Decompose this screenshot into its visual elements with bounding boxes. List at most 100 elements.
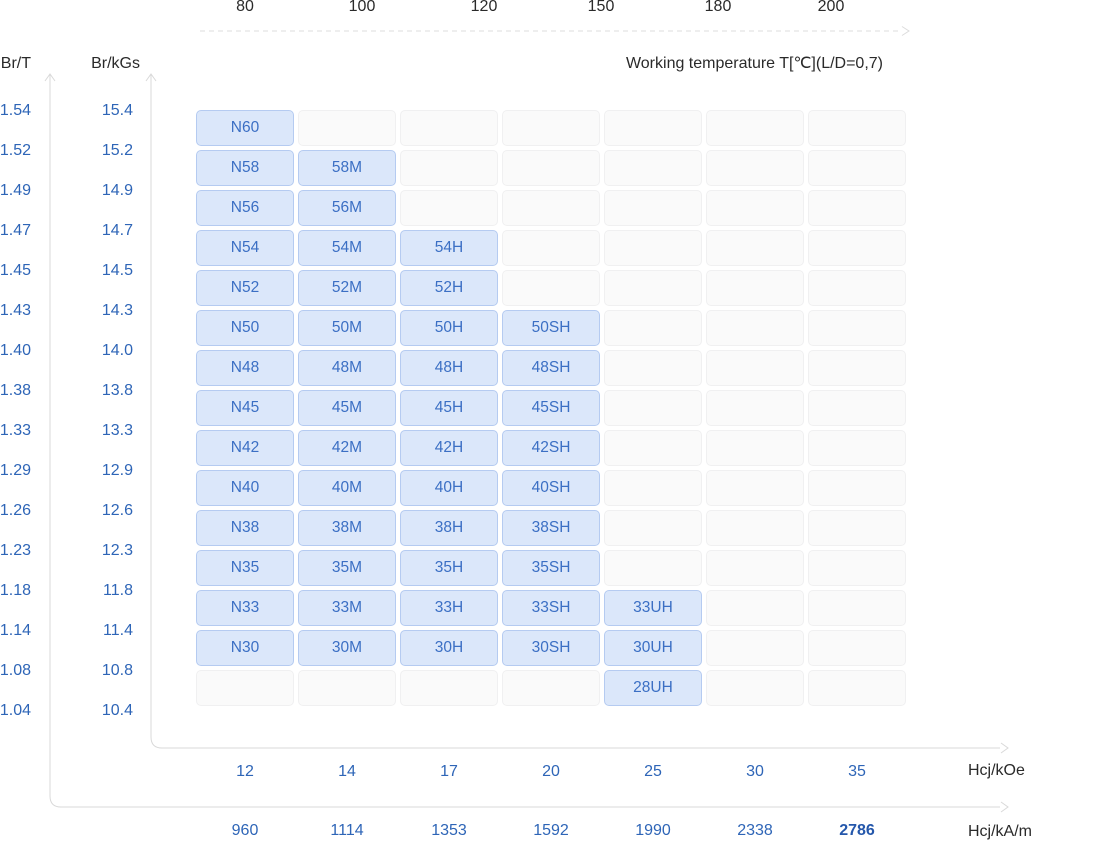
grade-cell-N60[interactable]: N60 <box>196 110 294 146</box>
grade-cell-45SH[interactable]: 45SH <box>502 390 600 426</box>
grade-cell-40H[interactable]: 40H <box>400 470 498 506</box>
grade-cell-N58[interactable]: N58 <box>196 150 294 186</box>
grade-cell-30H[interactable]: 30H <box>400 630 498 666</box>
br-t-axis-arrow-icon <box>44 73 56 82</box>
grade-cell-30M[interactable]: 30M <box>298 630 396 666</box>
grade-cell-42M[interactable]: 42M <box>298 430 396 466</box>
empty-cell <box>604 510 702 546</box>
grade-cell-52H[interactable]: 52H <box>400 270 498 306</box>
grade-cell-N33[interactable]: N33 <box>196 590 294 626</box>
grade-cell-52M[interactable]: 52M <box>298 270 396 306</box>
empty-cell <box>706 510 804 546</box>
grade-cell-35H[interactable]: 35H <box>400 550 498 586</box>
grade-cell-40M[interactable]: 40M <box>298 470 396 506</box>
grade-cell-N30[interactable]: N30 <box>196 630 294 666</box>
grade-cell-42H[interactable]: 42H <box>400 430 498 466</box>
grade-cell-50H[interactable]: 50H <box>400 310 498 346</box>
grade-cell-N45[interactable]: N45 <box>196 390 294 426</box>
grade-cell-30UH[interactable]: 30UH <box>604 630 702 666</box>
br-t-tick: 1.43 <box>0 302 31 319</box>
empty-cell <box>604 470 702 506</box>
br-t-tick: 1.14 <box>0 622 31 639</box>
empty-cell <box>706 150 804 186</box>
grade-cell-33H[interactable]: 33H <box>400 590 498 626</box>
empty-cell <box>604 550 702 586</box>
hcj-koe-tick: 35 <box>848 763 866 780</box>
hcj-koe-axis-label: Hcj/kOe <box>968 762 1025 779</box>
grade-cell-N35[interactable]: N35 <box>196 550 294 586</box>
empty-cell <box>706 590 804 626</box>
grade-cell-N42[interactable]: N42 <box>196 430 294 466</box>
top-temp-tick: 100 <box>348 0 376 15</box>
br-kgs-tick: 14.0 <box>101 342 133 359</box>
empty-cell <box>808 470 906 506</box>
grade-cell-50M[interactable]: 50M <box>298 310 396 346</box>
grade-cell-33UH[interactable]: 33UH <box>604 590 702 626</box>
br-t-tick: 1.08 <box>0 662 31 679</box>
empty-cell <box>502 670 600 706</box>
grade-cell-33M[interactable]: 33M <box>298 590 396 626</box>
grade-cell-35M[interactable]: 35M <box>298 550 396 586</box>
grade-cell-38M[interactable]: 38M <box>298 510 396 546</box>
hcj-kam-axis-arrow-icon <box>1000 801 1009 813</box>
top-temp-tick: 80 <box>236 0 254 15</box>
hcj-kam-tick: 960 <box>231 822 259 839</box>
empty-cell <box>400 110 498 146</box>
br-t-tick: 1.52 <box>0 142 31 159</box>
hcj-koe-tick: 14 <box>338 763 356 780</box>
grade-cell-33SH[interactable]: 33SH <box>502 590 600 626</box>
grade-cell-35SH[interactable]: 35SH <box>502 550 600 586</box>
grade-cell-N38[interactable]: N38 <box>196 510 294 546</box>
grade-cell-45H[interactable]: 45H <box>400 390 498 426</box>
br-t-tick: 1.40 <box>0 342 31 359</box>
grade-cell-54H[interactable]: 54H <box>400 230 498 266</box>
br-kgs-tick: 12.6 <box>101 502 133 519</box>
empty-cell <box>604 350 702 386</box>
grade-cell-N50[interactable]: N50 <box>196 310 294 346</box>
br-t-tick: 1.54 <box>0 102 31 119</box>
br-t-tick: 1.38 <box>0 382 31 399</box>
br-kgs-tick: 14.9 <box>101 182 133 199</box>
grade-cell-28UH[interactable]: 28UH <box>604 670 702 706</box>
br-t-tick: 1.29 <box>0 462 31 479</box>
grade-cell-30SH[interactable]: 30SH <box>502 630 600 666</box>
empty-cell <box>706 470 804 506</box>
empty-cell <box>502 270 600 306</box>
top-temp-tick: 120 <box>470 0 498 15</box>
grade-cell-N40[interactable]: N40 <box>196 470 294 506</box>
grade-cell-N52[interactable]: N52 <box>196 270 294 306</box>
empty-cell <box>706 630 804 666</box>
grade-cell-54M[interactable]: 54M <box>298 230 396 266</box>
grade-cell-38SH[interactable]: 38SH <box>502 510 600 546</box>
grade-cell-45M[interactable]: 45M <box>298 390 396 426</box>
empty-cell <box>604 390 702 426</box>
empty-cell <box>400 190 498 226</box>
grade-cell-42SH[interactable]: 42SH <box>502 430 600 466</box>
hcj-kam-tick: 2338 <box>737 822 773 839</box>
br-kgs-tick: 10.4 <box>101 702 133 719</box>
empty-cell <box>604 190 702 226</box>
empty-cell <box>196 670 294 706</box>
br-t-tick: 1.26 <box>0 502 31 519</box>
grade-cell-58M[interactable]: 58M <box>298 150 396 186</box>
grade-cell-48H[interactable]: 48H <box>400 350 498 386</box>
grade-cell-48M[interactable]: 48M <box>298 350 396 386</box>
top-axis-arrow-icon <box>901 26 910 36</box>
empty-cell <box>706 310 804 346</box>
grade-cell-56M[interactable]: 56M <box>298 190 396 226</box>
grade-cell-N48[interactable]: N48 <box>196 350 294 386</box>
grade-cell-38H[interactable]: 38H <box>400 510 498 546</box>
grade-cell-48SH[interactable]: 48SH <box>502 350 600 386</box>
br-kgs-tick: 12.9 <box>101 462 133 479</box>
empty-cell <box>604 150 702 186</box>
br-t-tick: 1.18 <box>0 582 31 599</box>
grade-cell-N54[interactable]: N54 <box>196 230 294 266</box>
br-kgs-tick: 11.4 <box>103 622 133 639</box>
grade-cell-40SH[interactable]: 40SH <box>502 470 600 506</box>
empty-cell <box>808 150 906 186</box>
grade-cell-N56[interactable]: N56 <box>196 190 294 226</box>
br-t-tick: 1.33 <box>0 422 31 439</box>
grade-cell-50SH[interactable]: 50SH <box>502 310 600 346</box>
empty-cell <box>808 430 906 466</box>
br-kgs-tick: 14.7 <box>101 222 133 239</box>
